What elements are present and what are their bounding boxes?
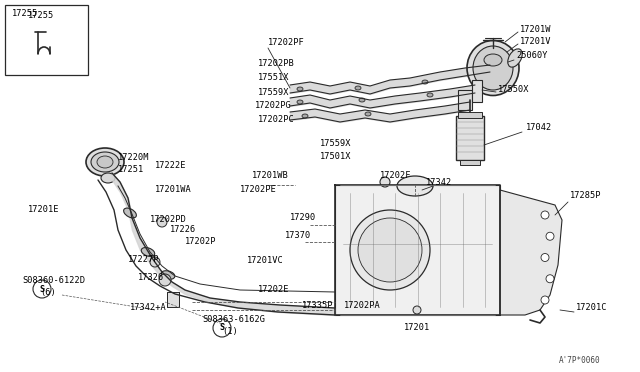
Text: 17202F: 17202F — [380, 171, 412, 180]
Ellipse shape — [355, 86, 361, 90]
Bar — [458, 90, 472, 110]
Text: (1): (1) — [222, 327, 237, 336]
Text: S08363-6162G: S08363-6162G — [202, 315, 265, 324]
Ellipse shape — [101, 173, 115, 183]
Ellipse shape — [365, 112, 371, 116]
Ellipse shape — [427, 93, 433, 97]
Circle shape — [546, 232, 554, 240]
Ellipse shape — [91, 152, 119, 172]
Text: 17559X: 17559X — [258, 88, 289, 97]
Text: 17201WA: 17201WA — [155, 185, 192, 194]
Circle shape — [358, 218, 422, 282]
Text: 17201V: 17201V — [520, 37, 552, 46]
Bar — [456, 116, 484, 160]
Text: 17202PG: 17202PG — [255, 101, 292, 110]
Text: 17227P: 17227P — [128, 255, 159, 264]
Bar — [5, 5, 88, 75]
Text: 17501X: 17501X — [320, 152, 351, 161]
Text: 17226: 17226 — [170, 225, 196, 234]
Bar — [167, 292, 179, 307]
Text: 17202E: 17202E — [258, 285, 289, 294]
Ellipse shape — [141, 247, 155, 256]
Text: 17220M: 17220M — [118, 153, 150, 162]
Ellipse shape — [484, 54, 502, 66]
Circle shape — [541, 296, 549, 304]
Ellipse shape — [467, 41, 519, 96]
Circle shape — [413, 306, 421, 314]
Text: 17202PA: 17202PA — [344, 301, 381, 310]
Text: 17326: 17326 — [138, 273, 164, 282]
Ellipse shape — [297, 87, 303, 91]
Text: 17202PE: 17202PE — [240, 185, 276, 194]
Circle shape — [350, 210, 430, 290]
Text: 17559X: 17559X — [320, 139, 351, 148]
Text: 17550X: 17550X — [498, 85, 529, 94]
Text: 17202PF: 17202PF — [268, 38, 305, 47]
Text: 17201E: 17201E — [28, 205, 60, 214]
Ellipse shape — [297, 100, 303, 104]
Text: 25060Y: 25060Y — [516, 51, 547, 60]
Bar — [460, 160, 480, 165]
Ellipse shape — [302, 114, 308, 118]
Text: 17290: 17290 — [290, 213, 316, 222]
Ellipse shape — [359, 98, 365, 102]
Circle shape — [157, 217, 167, 227]
Circle shape — [159, 274, 171, 286]
Text: 17201W: 17201W — [520, 25, 552, 34]
Circle shape — [33, 280, 51, 298]
Text: 17201: 17201 — [404, 323, 430, 332]
Ellipse shape — [473, 46, 513, 90]
Text: A'7P*0060: A'7P*0060 — [558, 356, 600, 365]
Ellipse shape — [422, 80, 428, 84]
Text: 17370: 17370 — [285, 231, 311, 240]
Text: 17201WB: 17201WB — [252, 171, 289, 180]
Text: 17342+A: 17342+A — [130, 303, 167, 312]
Text: 17042: 17042 — [526, 123, 552, 132]
Text: S: S — [40, 285, 45, 294]
Text: 17202P: 17202P — [185, 237, 216, 246]
Bar — [472, 80, 482, 102]
Ellipse shape — [86, 148, 124, 176]
Text: 17201VC: 17201VC — [247, 256, 284, 265]
Text: 17335P: 17335P — [302, 301, 333, 310]
Ellipse shape — [124, 208, 136, 218]
Ellipse shape — [508, 49, 522, 67]
Circle shape — [541, 253, 549, 262]
Ellipse shape — [97, 156, 113, 168]
Text: (6): (6) — [40, 288, 56, 297]
Text: 17202PB: 17202PB — [258, 59, 295, 68]
Text: 17251: 17251 — [118, 165, 144, 174]
Bar — [458, 112, 482, 118]
Ellipse shape — [397, 176, 433, 196]
Text: 17285P: 17285P — [570, 191, 602, 200]
Polygon shape — [335, 185, 500, 315]
Text: 17222E: 17222E — [155, 161, 186, 170]
Text: 17551X: 17551X — [258, 73, 289, 82]
Polygon shape — [500, 190, 562, 315]
Text: 17202PC: 17202PC — [258, 115, 295, 124]
Circle shape — [213, 319, 231, 337]
Text: 17342: 17342 — [426, 178, 452, 187]
Circle shape — [541, 211, 549, 219]
Text: 17201C: 17201C — [576, 303, 607, 312]
Text: S: S — [220, 324, 225, 333]
Circle shape — [546, 275, 554, 283]
Text: S08360-6122D: S08360-6122D — [22, 276, 85, 285]
Text: 17255: 17255 — [28, 11, 54, 20]
Ellipse shape — [161, 271, 175, 279]
Text: 17202PD: 17202PD — [150, 215, 187, 224]
Circle shape — [380, 177, 390, 187]
Text: 17255: 17255 — [12, 9, 38, 18]
Circle shape — [150, 257, 160, 267]
